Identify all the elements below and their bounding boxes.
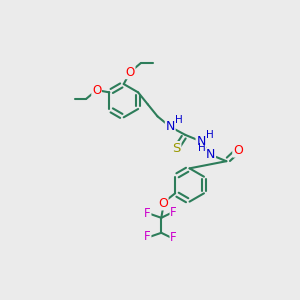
Text: O: O — [233, 144, 243, 157]
Text: N: N — [166, 120, 175, 133]
Text: F: F — [144, 207, 151, 220]
Text: H: H — [175, 115, 183, 125]
Text: H: H — [206, 130, 214, 140]
Text: O: O — [158, 197, 168, 210]
Text: H: H — [198, 143, 206, 153]
Text: O: O — [126, 65, 135, 79]
Text: N: N — [206, 148, 215, 161]
Text: O: O — [92, 84, 101, 97]
Text: F: F — [144, 230, 151, 244]
Text: F: F — [170, 231, 177, 244]
Text: N: N — [196, 135, 206, 148]
Text: F: F — [170, 206, 177, 219]
Text: S: S — [172, 142, 181, 155]
